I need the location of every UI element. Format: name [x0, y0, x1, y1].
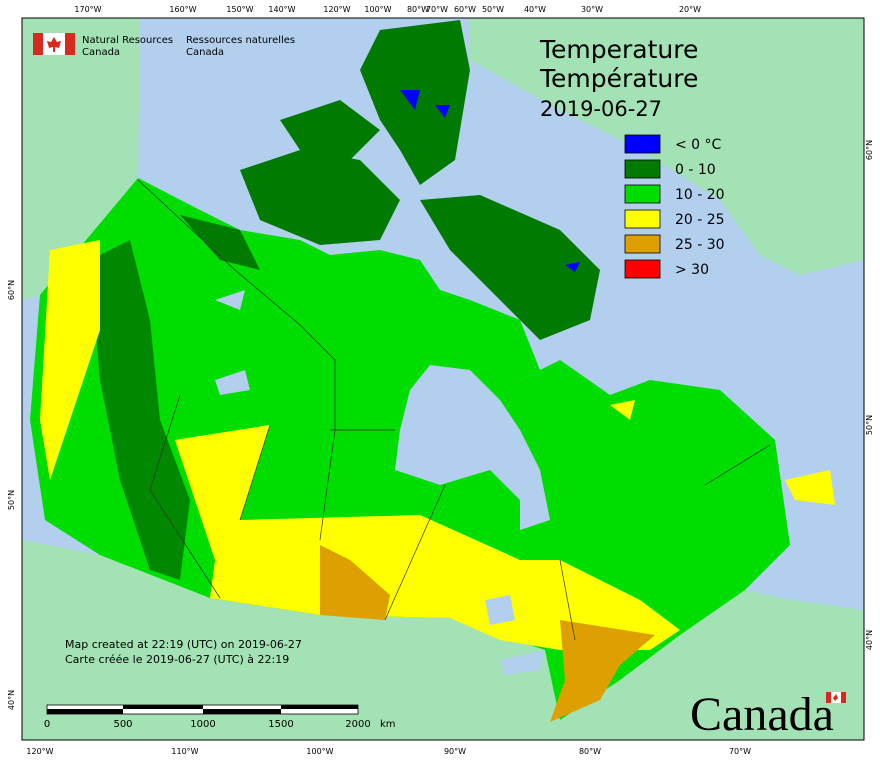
title: Température [539, 64, 698, 93]
graticule-label: 60°N [7, 280, 16, 300]
legend-label: 25 - 30 [675, 237, 725, 253]
scale-label: 1000 [190, 719, 215, 730]
frame [21, 17, 865, 741]
agency-fr: Ressources naturelles [186, 35, 295, 46]
greenland [470, 18, 864, 275]
graticule-label: 120°W [26, 747, 53, 756]
scale-bar [46, 704, 359, 715]
graticule-label: 60°W [454, 5, 476, 14]
legend-label: > 30 [675, 262, 709, 278]
alaska [22, 18, 140, 300]
graticule-label: 90°W [444, 747, 466, 756]
graticule-label: 150°W [226, 5, 253, 14]
graticule-label: 140°W [268, 5, 295, 14]
graticule-label: 40°N [7, 690, 16, 710]
created-fr: Carte créée le 2019-06-27 (UTC) à 22:19 [65, 653, 289, 666]
legend-swatch [624, 259, 661, 279]
wordmark-flag [826, 692, 846, 703]
legend-label: < 0 °C [675, 137, 722, 153]
date: 2019-06-27 [540, 97, 662, 121]
mountains [90, 240, 190, 580]
legend-swatch [624, 234, 661, 254]
land [470, 300, 540, 380]
graticule-label: 40°W [524, 5, 546, 14]
graticule-label: 40°N [865, 630, 874, 650]
scale-label: 500 [113, 719, 132, 730]
graticule-label: 70°W [729, 747, 751, 756]
graticule-label: 110°W [171, 747, 198, 756]
warm-zone [610, 400, 835, 505]
graticule-label: 60°N [865, 140, 874, 160]
scale-label: 1500 [268, 719, 293, 730]
flag [33, 33, 75, 55]
created-en: Map created at 22:19 (UTC) on 2019-06-27 [65, 638, 302, 651]
graticule-label: 160°W [169, 5, 196, 14]
graticule-label: 30°W [581, 5, 603, 14]
legend-label: 0 - 10 [675, 162, 716, 178]
agency-en: Natural Resources [82, 35, 173, 46]
warm-zone [175, 425, 680, 650]
warm-zone [40, 240, 100, 480]
scale-label: 2000 [345, 719, 370, 730]
legend-swatch [624, 159, 661, 179]
hot-zone [550, 620, 655, 722]
graticule-label: 50°W [482, 5, 504, 14]
title: Temperature [539, 35, 698, 64]
legend-swatch [624, 184, 661, 204]
graticule-label: 80°W [579, 747, 601, 756]
island [280, 100, 380, 160]
legend-label: 20 - 25 [675, 212, 725, 228]
province-border [137, 179, 771, 641]
graticule-label: 100°W [364, 5, 391, 14]
agency-fr: Canada [186, 47, 224, 58]
graticule-label: 120°W [323, 5, 350, 14]
legend-label: 10 - 20 [675, 187, 725, 203]
scale-label: 0 [44, 719, 50, 730]
graticule-label: 20°W [679, 5, 701, 14]
legend-swatch [624, 209, 661, 229]
graticule-label: 70°W [426, 5, 448, 14]
wordmark: Canada [690, 688, 834, 741]
graticule-label: 50°N [7, 490, 16, 510]
hudson-bay [395, 365, 550, 530]
hot-zone [320, 545, 390, 620]
graticule-label: 100°W [306, 747, 333, 756]
agency-en: Canada [82, 47, 120, 58]
legend-swatch [624, 134, 661, 154]
graticule-label: 80°W [407, 5, 429, 14]
usa [22, 540, 864, 740]
victoria-island [240, 150, 400, 245]
graticule-label: 50°N [865, 415, 874, 435]
graticule-label: 170°W [74, 5, 101, 14]
coast [180, 215, 260, 270]
scale-unit: km [380, 719, 396, 730]
baffin [420, 195, 600, 340]
